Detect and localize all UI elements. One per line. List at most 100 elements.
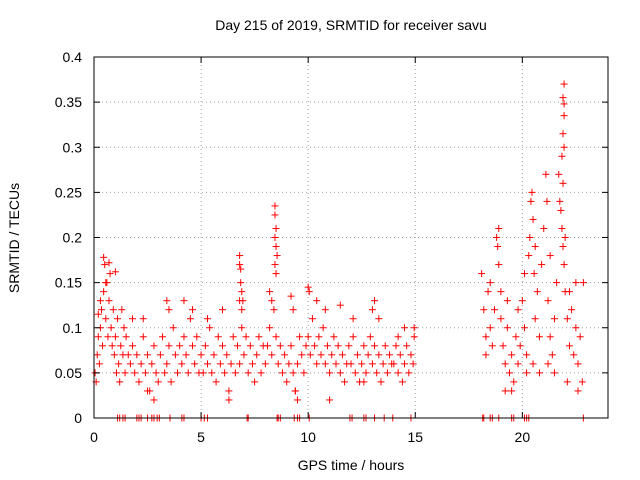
data-point — [527, 197, 535, 205]
data-point — [319, 324, 327, 332]
x-tick-label: 0 — [90, 429, 98, 445]
data-point — [375, 351, 383, 359]
data-point — [219, 306, 226, 314]
data-point — [94, 333, 102, 341]
data-point — [486, 324, 494, 332]
data-point — [349, 315, 357, 323]
data-point — [529, 360, 537, 368]
data-point — [546, 333, 554, 341]
x-tick-label: 5 — [197, 429, 205, 445]
data-point — [570, 351, 578, 359]
data-point — [135, 378, 143, 386]
data-point — [193, 333, 201, 341]
data-point — [533, 288, 541, 296]
data-point — [315, 333, 323, 341]
data-point — [257, 369, 265, 377]
data-point — [115, 360, 123, 368]
data-point — [553, 279, 561, 287]
data-point — [161, 369, 169, 377]
data-point — [255, 333, 263, 341]
data-point — [271, 211, 279, 219]
data-point — [482, 333, 490, 341]
data-point — [106, 270, 114, 278]
x-tick-label: 10 — [300, 429, 316, 445]
data-point — [338, 351, 346, 359]
data-point — [111, 333, 119, 341]
data-point — [242, 333, 250, 341]
data-point — [543, 197, 551, 205]
data-point — [182, 351, 190, 359]
data-point — [94, 310, 102, 318]
data-point — [523, 369, 531, 377]
data-point — [495, 261, 503, 269]
data-point — [276, 342, 284, 350]
data-point — [101, 261, 109, 269]
data-point — [390, 360, 398, 368]
data-point — [112, 369, 120, 377]
data-point — [244, 369, 252, 377]
data-point — [486, 279, 494, 287]
data-point — [293, 360, 301, 368]
data-point — [495, 224, 503, 232]
y-tick-label: 0.3 — [63, 139, 83, 155]
data-point — [501, 360, 509, 368]
data-point — [501, 387, 509, 395]
data-point — [351, 369, 359, 377]
data-point — [117, 342, 125, 350]
tick-labels: 0 0.05 0.1 0.15 0.2 0.25 0.3 0.35 0.4 0 5 10 15 20 — [55, 49, 531, 445]
data-point — [560, 261, 568, 269]
data-point — [131, 369, 139, 377]
data-point — [272, 243, 280, 251]
data-point — [360, 342, 368, 350]
data-point — [321, 306, 329, 314]
data-point — [165, 342, 173, 350]
data-point — [494, 243, 502, 251]
data-point — [362, 369, 370, 377]
data-point — [199, 369, 207, 377]
data-point — [253, 351, 261, 359]
y-tick-label: 0.2 — [63, 230, 83, 246]
data-point — [216, 360, 224, 368]
data-point — [499, 342, 507, 350]
data-point — [124, 351, 132, 359]
data-point — [266, 288, 274, 296]
y-tick-label: 0.1 — [63, 320, 83, 336]
data-point — [107, 324, 115, 332]
data-point — [558, 224, 566, 232]
data-point — [210, 351, 218, 359]
data-point — [271, 202, 279, 210]
data-point — [563, 378, 571, 386]
data-point — [556, 197, 564, 205]
data-point — [227, 360, 235, 368]
data-point — [251, 378, 259, 386]
data-point — [289, 369, 297, 377]
data-point — [302, 342, 310, 350]
data-point — [560, 112, 568, 120]
data-point — [480, 306, 488, 314]
data-point — [197, 351, 205, 359]
y-tick-label: 0.15 — [55, 275, 82, 291]
data-point — [403, 342, 411, 350]
data-point — [148, 360, 156, 368]
data-point — [219, 342, 226, 350]
data-point — [520, 270, 528, 278]
data-point — [152, 369, 160, 377]
data-point — [559, 130, 567, 138]
data-point — [141, 369, 149, 377]
data-point — [114, 315, 122, 323]
y-tick-label: 0 — [74, 410, 82, 426]
data-point — [544, 360, 552, 368]
y-tick-label: 0.25 — [55, 184, 82, 200]
data-point — [360, 378, 368, 386]
data-point — [394, 333, 402, 341]
data-point — [100, 253, 108, 261]
data-point — [311, 342, 319, 350]
data-point — [229, 333, 237, 341]
data-point — [555, 170, 563, 178]
data-point — [503, 297, 511, 305]
data-point — [560, 100, 568, 108]
data-point — [410, 324, 418, 332]
data-point — [531, 243, 539, 251]
data-point — [508, 387, 516, 395]
data-point — [503, 324, 511, 332]
